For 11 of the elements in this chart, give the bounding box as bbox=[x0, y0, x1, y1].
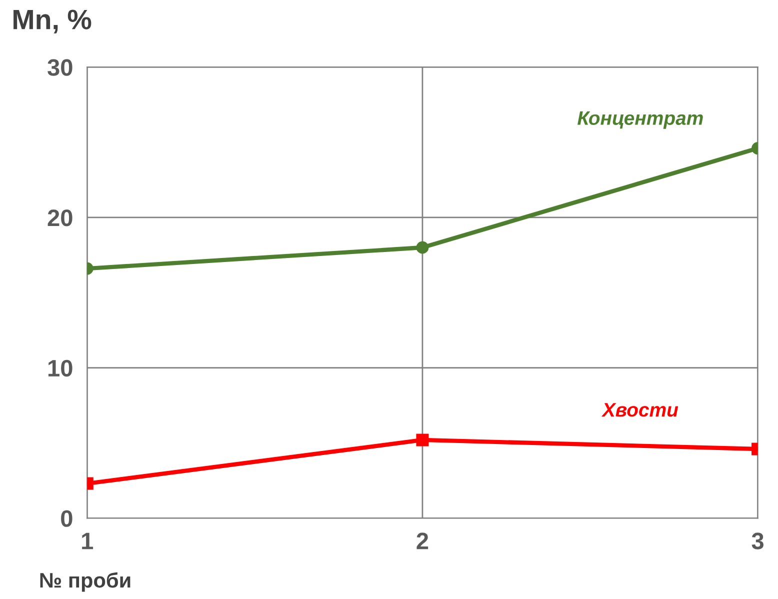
y-tick-label: 30 bbox=[48, 59, 72, 76]
y-tick-label: 20 bbox=[48, 210, 72, 226]
y-tick-label: 0 bbox=[61, 510, 72, 527]
x-tick-label: 2 bbox=[416, 532, 428, 550]
y-tick-label: 10 bbox=[48, 360, 72, 377]
x-tick-label: 1 bbox=[82, 532, 94, 550]
series-label: Концентрат bbox=[578, 111, 703, 129]
x-tick-label: 3 bbox=[752, 532, 764, 550]
y-axis-title: Mn, % bbox=[14, 10, 92, 34]
series-label: Хвости bbox=[601, 403, 678, 417]
x-axis-title: № проби bbox=[40, 572, 130, 592]
